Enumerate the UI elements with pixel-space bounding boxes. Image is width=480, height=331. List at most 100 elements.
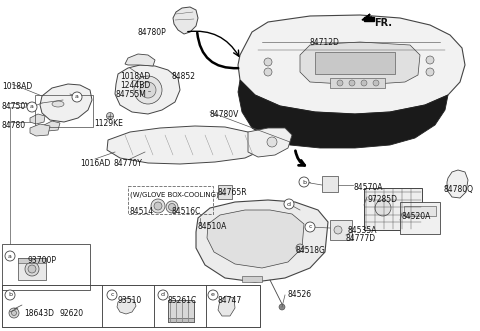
Bar bbox=[330, 220, 352, 240]
Text: 84712D: 84712D bbox=[310, 38, 340, 47]
Text: 1018AD: 1018AD bbox=[120, 72, 150, 81]
Text: 92620: 92620 bbox=[60, 309, 84, 318]
Polygon shape bbox=[173, 7, 198, 34]
Text: 1018AD: 1018AD bbox=[2, 82, 32, 91]
Polygon shape bbox=[300, 42, 420, 85]
Text: 1016AD: 1016AD bbox=[80, 159, 110, 168]
Polygon shape bbox=[364, 17, 374, 21]
Bar bbox=[2, 285, 260, 327]
Text: c: c bbox=[110, 293, 114, 298]
Polygon shape bbox=[44, 121, 60, 131]
Text: 84750V: 84750V bbox=[2, 102, 32, 111]
Polygon shape bbox=[125, 54, 155, 66]
Text: 84518G: 84518G bbox=[296, 246, 326, 255]
Circle shape bbox=[168, 204, 176, 211]
Text: a: a bbox=[75, 94, 79, 100]
Polygon shape bbox=[196, 200, 328, 282]
Text: e: e bbox=[211, 293, 215, 298]
Text: 84777D: 84777D bbox=[346, 234, 376, 243]
Bar bbox=[35, 95, 93, 127]
Polygon shape bbox=[238, 15, 465, 114]
Circle shape bbox=[296, 244, 304, 252]
Circle shape bbox=[305, 222, 315, 232]
Circle shape bbox=[72, 92, 82, 102]
Bar bbox=[322, 176, 338, 192]
Text: 18643D: 18643D bbox=[24, 309, 54, 318]
Circle shape bbox=[166, 201, 178, 213]
Polygon shape bbox=[107, 126, 260, 164]
Text: 93700P: 93700P bbox=[27, 256, 56, 265]
Text: 84765R: 84765R bbox=[218, 188, 248, 197]
Circle shape bbox=[279, 304, 285, 310]
Bar bbox=[206, 285, 260, 327]
Bar bbox=[2, 285, 102, 327]
Circle shape bbox=[151, 199, 165, 213]
Text: 1129KE: 1129KE bbox=[94, 119, 123, 128]
Polygon shape bbox=[40, 84, 92, 122]
Polygon shape bbox=[115, 65, 180, 114]
Text: 84526: 84526 bbox=[288, 290, 312, 299]
Circle shape bbox=[264, 68, 272, 76]
Text: (W/GLOVE BOX-COOLING): (W/GLOVE BOX-COOLING) bbox=[130, 192, 219, 199]
Text: a: a bbox=[8, 254, 12, 259]
Text: 85261C: 85261C bbox=[168, 296, 197, 305]
Circle shape bbox=[284, 199, 294, 209]
Circle shape bbox=[25, 262, 39, 276]
Circle shape bbox=[337, 80, 343, 86]
Text: 84780: 84780 bbox=[2, 121, 26, 130]
Text: d: d bbox=[161, 293, 165, 298]
Text: 84747: 84747 bbox=[218, 296, 242, 305]
Polygon shape bbox=[447, 170, 468, 198]
Circle shape bbox=[334, 226, 342, 234]
Circle shape bbox=[373, 80, 379, 86]
Ellipse shape bbox=[52, 101, 64, 107]
Circle shape bbox=[208, 290, 218, 300]
Text: 97285D: 97285D bbox=[367, 195, 397, 204]
Bar bbox=[242, 276, 262, 282]
Bar bbox=[404, 206, 436, 216]
Circle shape bbox=[349, 80, 355, 86]
Polygon shape bbox=[218, 296, 235, 316]
Text: 84780V: 84780V bbox=[210, 110, 240, 119]
Text: 84770Y: 84770Y bbox=[114, 159, 143, 168]
Circle shape bbox=[267, 137, 277, 147]
Polygon shape bbox=[207, 210, 304, 268]
Circle shape bbox=[426, 56, 434, 64]
Bar bbox=[154, 285, 206, 327]
Bar bbox=[128, 186, 213, 214]
Bar bbox=[364, 188, 422, 230]
Bar bbox=[330, 78, 385, 88]
Text: FR.: FR. bbox=[374, 18, 392, 28]
Text: 84780P: 84780P bbox=[138, 28, 167, 37]
Text: 84780Q: 84780Q bbox=[443, 185, 473, 194]
Bar bbox=[315, 52, 395, 74]
Text: 84520A: 84520A bbox=[402, 212, 432, 221]
Text: b: b bbox=[302, 179, 306, 184]
Bar bbox=[18, 258, 46, 280]
Polygon shape bbox=[30, 124, 50, 136]
Circle shape bbox=[12, 310, 16, 315]
Text: 84514: 84514 bbox=[129, 207, 153, 216]
Text: 84570A: 84570A bbox=[353, 183, 383, 192]
Circle shape bbox=[140, 82, 156, 98]
Bar bbox=[2, 244, 90, 290]
Circle shape bbox=[134, 76, 162, 104]
Circle shape bbox=[9, 308, 19, 318]
Text: 93510: 93510 bbox=[117, 296, 141, 305]
Text: 84510A: 84510A bbox=[197, 222, 227, 231]
Circle shape bbox=[28, 265, 36, 273]
Text: 84516C: 84516C bbox=[172, 207, 202, 216]
Text: 84852: 84852 bbox=[172, 72, 196, 81]
Circle shape bbox=[158, 290, 168, 300]
Circle shape bbox=[361, 80, 367, 86]
Text: 84755M: 84755M bbox=[116, 90, 147, 99]
Circle shape bbox=[299, 177, 309, 187]
Bar bbox=[18, 258, 46, 263]
Circle shape bbox=[107, 113, 113, 119]
Bar bbox=[400, 202, 440, 234]
Circle shape bbox=[264, 58, 272, 66]
Circle shape bbox=[154, 202, 162, 210]
Text: b: b bbox=[8, 293, 12, 298]
Bar bbox=[168, 318, 194, 322]
Bar bbox=[168, 300, 194, 322]
